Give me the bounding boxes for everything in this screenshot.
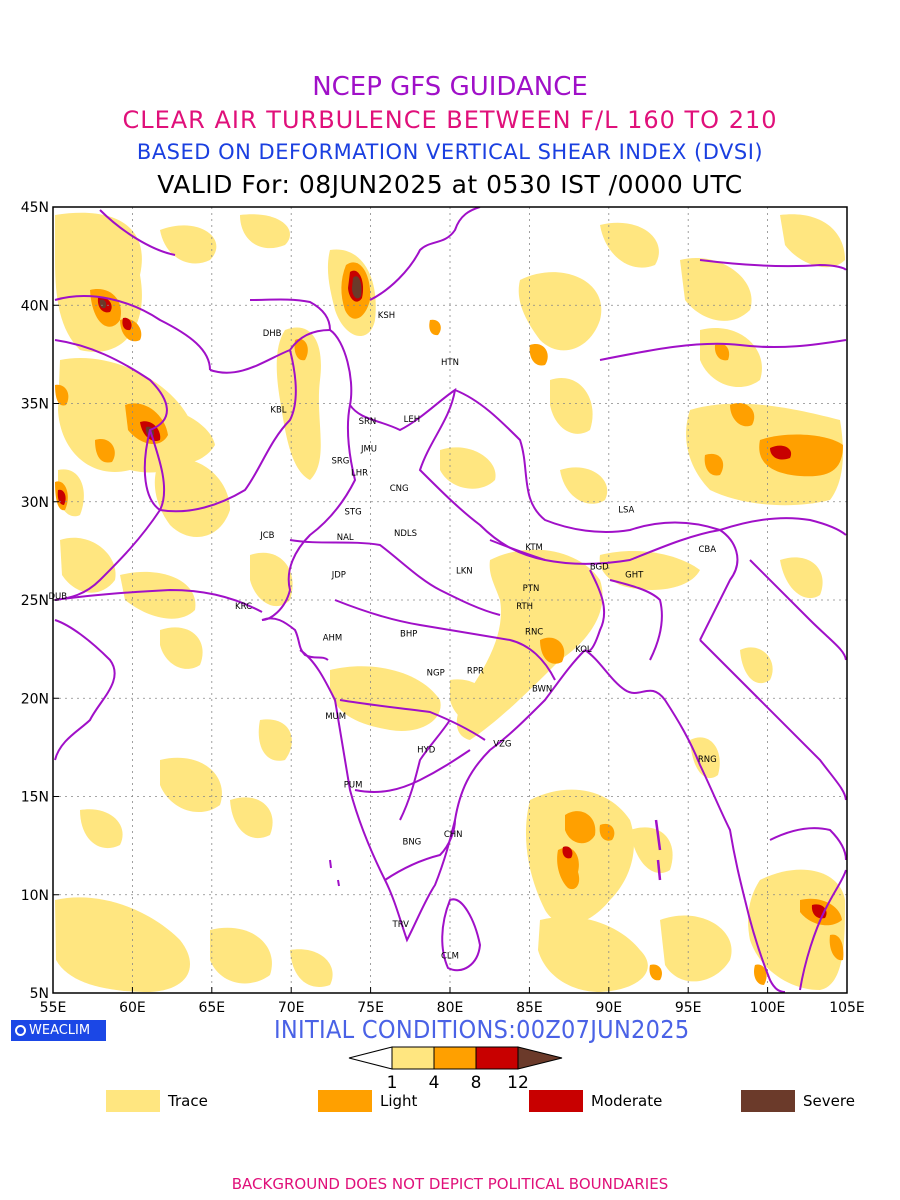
city-label-stg: STG [345, 508, 362, 518]
city-label-trv: TRV [392, 920, 410, 930]
lon-tick-label: 80E [437, 1000, 464, 1016]
city-label-lsa: LSA [618, 506, 634, 516]
title-line-2: CLEAR AIR TURBULENCE BETWEEN F/L 160 TO … [122, 106, 778, 134]
title-line-1: NCEP GFS GUIDANCE [312, 72, 588, 102]
lat-tick-label: 30N [21, 495, 49, 511]
city-label-bwn: BWN [532, 684, 552, 694]
city-label-ngp: NGP [427, 669, 445, 679]
lat-tick-label: 45N [21, 200, 49, 216]
lat-tick-label: 10N [21, 888, 49, 904]
lon-tick-label: 85E [516, 1000, 543, 1016]
city-label-rth: RTH [516, 602, 533, 612]
city-label-srg: SRG [331, 456, 349, 466]
lon-tick-label: 55E [40, 1000, 67, 1016]
city-label-ght: GHT [625, 570, 644, 580]
title-line-3: BASED ON DEFORMATION VERTICAL SHEAR INDE… [136, 140, 764, 164]
city-label-bgd: BGD [590, 563, 609, 573]
lon-tick-label: 70E [278, 1000, 305, 1016]
lat-lon-grid [53, 207, 847, 993]
city-label-vzg: VZG [493, 739, 511, 749]
legend-label: Light [380, 1092, 418, 1110]
lat-tick-label: 40N [21, 298, 49, 314]
initial-conditions: INITIAL CONDITIONS:00Z07JUN2025 [274, 1015, 690, 1044]
city-label-jcb: JCB [259, 531, 274, 541]
city-label-jdp: JDP [331, 570, 346, 580]
weaclim-logo: WEACLIM [11, 1020, 106, 1041]
colorbar-tick: 4 [429, 1073, 440, 1093]
city-label-rpr: RPR [467, 667, 484, 677]
city-label-dhb: DHB [263, 329, 282, 339]
lon-tick-label: 95E [675, 1000, 702, 1016]
lon-tick-label: 100E [750, 1000, 786, 1016]
colorbar-tick: 12 [507, 1073, 529, 1093]
colorbar-min-arrow [348, 1046, 393, 1070]
city-label-cba: CBA [698, 545, 716, 555]
lat-tick-label: 15N [21, 790, 49, 806]
logo-text: WEACLIM [29, 1023, 91, 1038]
city-label-ktm: KTM [525, 543, 542, 553]
city-label-bng: BNG [402, 838, 421, 848]
colorbar: 1 4 8 12 [348, 1046, 563, 1093]
axis-ticks: 55E 60E 65E 70E 75E 80E 85E 90E 95E 100E 105E 5N 10N… [21, 200, 865, 1016]
lat-tick-label: 20N [21, 691, 49, 707]
colorbar-light [433, 1046, 477, 1070]
colorbar-trace [391, 1046, 435, 1070]
city-label-nal: NAL [337, 533, 354, 543]
city-label-ksh: KSH [378, 311, 395, 321]
city-label-bhp: BHP [400, 629, 417, 639]
city-label-dub: DUB [48, 592, 67, 602]
colorbar-tick: 1 [387, 1073, 398, 1093]
legend-swatch [106, 1090, 160, 1112]
lon-tick-label: 105E [829, 1000, 865, 1016]
city-label-kbl: KBL [270, 405, 286, 415]
colorbar-tick: 8 [471, 1073, 482, 1093]
city-label-srn: SRN [359, 417, 377, 427]
city-label-ptn: PTN [523, 584, 540, 594]
turbulence-field [55, 212, 845, 992]
colorbar-max-arrow [517, 1046, 563, 1070]
colorbar-moderate [475, 1046, 519, 1070]
city-label-chn: CHN [444, 830, 463, 840]
legend-swatch [318, 1090, 372, 1112]
city-label-kol: KOL [575, 645, 592, 655]
city-label-clm: CLM [441, 952, 459, 962]
legend-label: Moderate [591, 1092, 663, 1110]
boundary-lines [54, 207, 847, 993]
city-label-lhr: LHR [351, 468, 368, 478]
city-label-htn: HTN [441, 358, 459, 368]
city-label-ahm: AHM [323, 633, 343, 643]
legend-swatch [741, 1090, 795, 1112]
city-label-jmu: JMU [360, 445, 377, 455]
city-label-mum: MUM [325, 712, 346, 722]
light-areas [55, 262, 844, 985]
footer-disclaimer: BACKGROUND DOES NOT DEPICT POLITICAL BOU… [231, 1175, 669, 1193]
lat-tick-label: 35N [21, 397, 49, 413]
logo-circle-icon [15, 1025, 26, 1036]
city-label-leh: LEH [404, 415, 421, 425]
city-label-rng: RNG [698, 755, 717, 765]
trace-areas [55, 212, 845, 992]
valid-time-title: VALID For: 08JUN2025 at 0530 IST /0000 U… [157, 170, 743, 199]
legend-swatch [529, 1090, 583, 1112]
city-label-cng: CNG [390, 484, 409, 494]
legend-label: Trace [168, 1092, 208, 1110]
lon-tick-label: 75E [357, 1000, 384, 1016]
city-label-lkn: LKN [456, 567, 473, 577]
city-label-hyd: HYD [417, 745, 436, 755]
city-label-ndls: NDLS [394, 529, 417, 539]
city-label-krc: KRC [235, 602, 252, 612]
lon-tick-label: 65E [198, 1000, 225, 1016]
lat-tick-label: 5N [30, 986, 49, 1002]
lon-tick-label: 60E [119, 1000, 146, 1016]
city-label-rnc: RNC [525, 627, 543, 637]
lat-tick-label: 25N [21, 593, 49, 609]
lon-tick-label: 90E [595, 1000, 622, 1016]
legend-label: Severe [803, 1092, 855, 1110]
city-label-pum: PUM [344, 781, 363, 791]
